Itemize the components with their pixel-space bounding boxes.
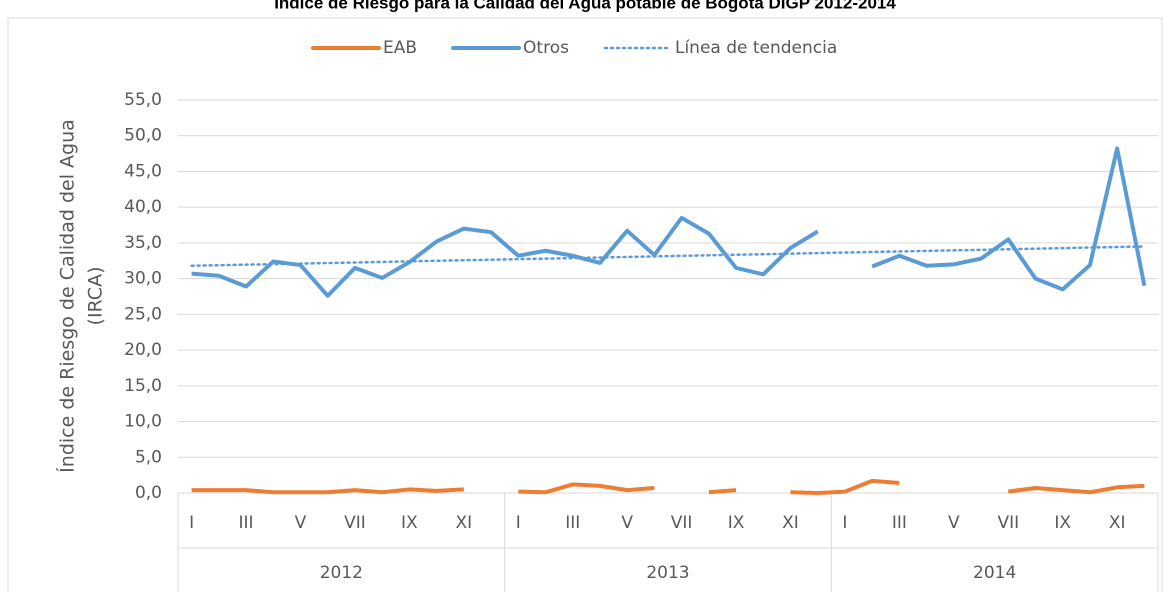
x-tick-label: I	[189, 513, 194, 533]
x-tick-label: III	[239, 513, 254, 533]
y-tick-label: 10,0	[124, 412, 162, 432]
y-tick-label: 0,0	[135, 483, 162, 503]
legend-label: Línea de tendencia	[675, 38, 837, 58]
y-tick-label: 20,0	[124, 340, 162, 360]
x-tick-label: XI	[455, 513, 472, 533]
y-tick-label: 30,0	[124, 269, 162, 289]
x-tick-label: III	[892, 513, 907, 533]
x-tick-label: IX	[1054, 513, 1071, 533]
x-tick-label: VII	[997, 513, 1019, 533]
x-tick-label: V	[948, 513, 960, 533]
x-tick-label: VII	[671, 513, 693, 533]
x-tick-label: III	[565, 513, 580, 533]
x-tick-label: V	[295, 513, 307, 533]
x-tick-label: I	[842, 513, 847, 533]
x-tick-label: IX	[401, 513, 418, 533]
y-tick-label: 45,0	[124, 161, 162, 181]
x-tick-label: VII	[344, 513, 366, 533]
x-tick-label: IX	[728, 513, 745, 533]
y-axis-label: (IRCA)	[85, 267, 107, 326]
y-tick-label: 5,0	[135, 447, 162, 467]
x-tick-label: I	[516, 513, 521, 533]
y-tick-label: 50,0	[124, 126, 162, 146]
y-tick-label: 25,0	[124, 304, 162, 324]
y-tick-label: 15,0	[124, 376, 162, 396]
y-axis-label: Índice de Riesgo de Calidad del Agua	[56, 119, 79, 473]
group-label: 2014	[973, 563, 1016, 583]
chart-frame	[7, 17, 1163, 592]
series-line	[191, 478, 1145, 495]
x-tick-label: XI	[782, 513, 799, 533]
group-label: 2012	[320, 563, 363, 583]
legend-label: EAB	[383, 38, 417, 58]
y-tick-label: 55,0	[124, 90, 162, 110]
legend-label: Otros	[523, 38, 569, 58]
x-tick-label: V	[621, 513, 633, 533]
y-tick-label: 35,0	[124, 233, 162, 253]
chart-title: Índice de Riesgo para la Calidad del Agu…	[274, 0, 896, 12]
y-tick-label: 40,0	[124, 197, 162, 217]
trend-line	[190, 245, 1146, 268]
group-label: 2013	[646, 563, 689, 583]
x-tick-label: XI	[1109, 513, 1126, 533]
